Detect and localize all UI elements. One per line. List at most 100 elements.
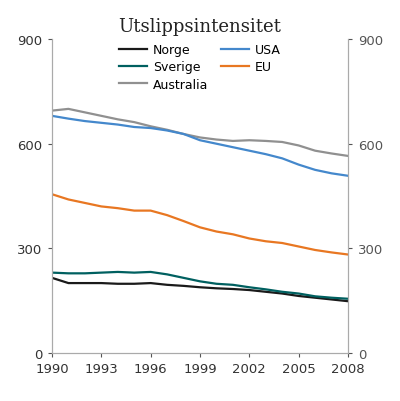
Line: Sverige: Sverige — [52, 272, 348, 299]
USA — [296, 163, 301, 168]
Australia — [214, 138, 219, 143]
Australia — [230, 139, 235, 144]
Norge — [165, 283, 170, 288]
EU — [181, 219, 186, 224]
Norge — [148, 281, 153, 286]
Australia — [50, 109, 54, 114]
Norge — [313, 296, 318, 300]
USA — [280, 156, 285, 161]
Sverige — [346, 297, 350, 302]
EU — [346, 253, 350, 257]
Australia — [263, 139, 268, 144]
Sverige — [165, 272, 170, 277]
Sverige — [247, 285, 252, 290]
EU — [280, 241, 285, 246]
Sverige — [313, 294, 318, 299]
Sverige — [66, 271, 71, 276]
Norge — [181, 284, 186, 289]
USA — [148, 126, 153, 131]
USA — [50, 114, 54, 119]
EU — [329, 250, 334, 255]
USA — [115, 123, 120, 128]
Australia — [99, 114, 104, 119]
USA — [82, 119, 87, 124]
Australia — [346, 154, 350, 159]
Sverige — [198, 279, 202, 284]
Line: Australia: Australia — [52, 109, 348, 156]
Norge — [82, 281, 87, 286]
USA — [181, 132, 186, 137]
Australia — [148, 125, 153, 130]
EU — [198, 225, 202, 230]
Sverige — [230, 283, 235, 288]
Line: EU: EU — [52, 195, 348, 255]
Australia — [181, 132, 186, 137]
Sverige — [50, 271, 54, 275]
EU — [230, 232, 235, 237]
USA — [346, 174, 350, 179]
Australia — [165, 128, 170, 133]
Norge — [99, 281, 104, 286]
USA — [329, 172, 334, 176]
Sverige — [280, 290, 285, 294]
Title: Utslippsintensitet: Utslippsintensitet — [118, 18, 282, 36]
Norge — [263, 290, 268, 294]
USA — [66, 117, 71, 122]
Norge — [198, 285, 202, 290]
USA — [263, 152, 268, 157]
Australia — [198, 136, 202, 140]
Line: Norge: Norge — [52, 278, 348, 302]
Australia — [82, 111, 87, 115]
EU — [313, 248, 318, 253]
EU — [66, 198, 71, 203]
Australia — [313, 149, 318, 154]
Sverige — [214, 282, 219, 286]
Norge — [280, 292, 285, 296]
USA — [247, 149, 252, 154]
Australia — [115, 117, 120, 122]
USA — [313, 168, 318, 173]
Australia — [296, 144, 301, 148]
Norge — [346, 299, 350, 304]
Norge — [329, 297, 334, 302]
USA — [99, 121, 104, 126]
EU — [263, 239, 268, 244]
Norge — [132, 282, 137, 286]
Sverige — [263, 287, 268, 292]
EU — [296, 245, 301, 249]
USA — [198, 138, 202, 143]
USA — [132, 125, 137, 130]
Sverige — [115, 270, 120, 275]
EU — [50, 192, 54, 197]
Sverige — [296, 292, 301, 296]
USA — [165, 129, 170, 134]
Norge — [247, 288, 252, 293]
Australia — [132, 120, 137, 125]
Sverige — [181, 276, 186, 281]
EU — [148, 209, 153, 213]
Norge — [66, 281, 71, 286]
EU — [165, 213, 170, 218]
Line: USA: USA — [52, 117, 348, 176]
Sverige — [82, 271, 87, 276]
EU — [247, 237, 252, 241]
Norge — [115, 282, 120, 286]
Australia — [247, 138, 252, 143]
EU — [132, 209, 137, 213]
USA — [214, 142, 219, 147]
Australia — [329, 152, 334, 156]
Sverige — [132, 271, 137, 275]
Norge — [296, 294, 301, 299]
Legend: Norge, Sverige, Australia, USA, EU: Norge, Sverige, Australia, USA, EU — [116, 40, 284, 95]
Sverige — [148, 270, 153, 275]
Norge — [230, 287, 235, 292]
EU — [214, 229, 219, 234]
Sverige — [329, 296, 334, 300]
Norge — [214, 286, 219, 291]
USA — [230, 146, 235, 150]
EU — [82, 201, 87, 206]
Australia — [280, 140, 285, 145]
Sverige — [99, 271, 104, 275]
Norge — [50, 276, 54, 281]
EU — [99, 205, 104, 209]
